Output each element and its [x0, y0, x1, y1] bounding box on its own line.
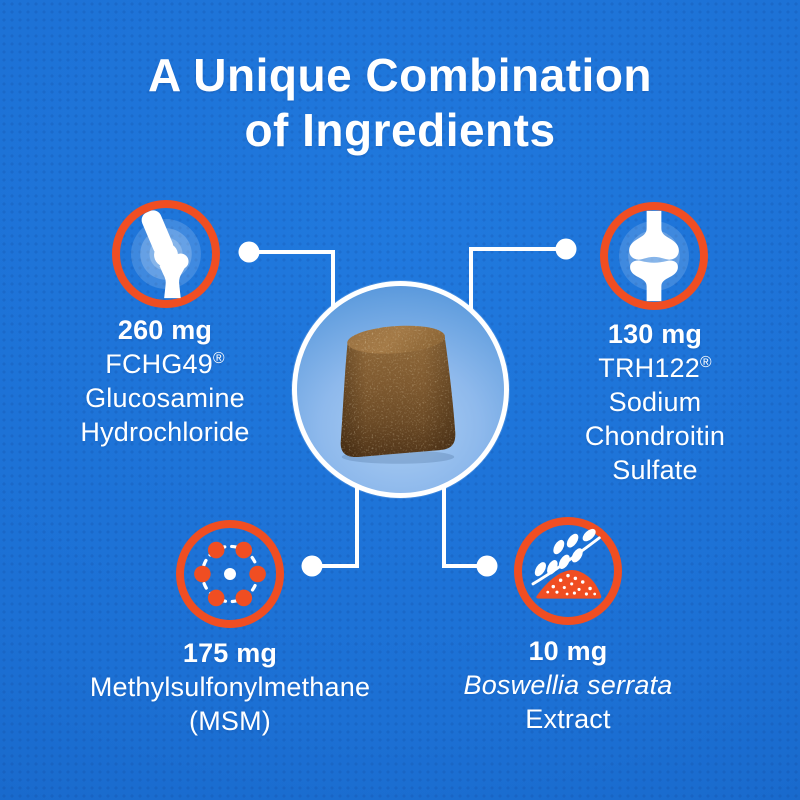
- knee-joint-angled-icon: [131, 210, 201, 299]
- glucosamine-name-line-1: Glucosamine: [85, 383, 245, 413]
- msm-name-line-2: (MSM): [189, 706, 271, 736]
- connector-dot-bottom-left: [301, 555, 323, 577]
- connector-top-right: [469, 247, 566, 312]
- boswellia-amount: 10 mg: [528, 636, 608, 666]
- msm-molecule-icon: [194, 541, 266, 607]
- boswellia-icon-ring: [514, 517, 622, 625]
- center-badge-circle: [292, 281, 509, 498]
- glucosamine-name-line-2: Hydrochloride: [80, 417, 250, 447]
- msm-caption: 175 mg Methylsulfonylmethane (MSM): [60, 636, 400, 738]
- boswellia-sprig-granules-icon: [531, 528, 602, 599]
- chondroitin-code: TRH122®: [598, 353, 712, 383]
- chew-image: [340, 322, 456, 464]
- boswellia-latin-name: Boswellia serrata: [463, 670, 673, 700]
- chondroitin-amount: 130 mg: [607, 319, 703, 349]
- connector-dot-bottom-right: [476, 555, 498, 577]
- connector-bottom-right: [442, 468, 487, 568]
- chondroitin-name-line-3: Sulfate: [612, 455, 698, 485]
- page-title: A Unique Combination of Ingredients: [0, 48, 800, 158]
- glucosamine-caption: 260 mg FCHG49® Glucosamine Hydrochloride: [15, 313, 315, 449]
- msm-name-line-1: Methylsulfonylmethane: [89, 672, 371, 702]
- registered-mark: ®: [700, 354, 712, 371]
- chondroitin-name-line-2: Chondroitin: [584, 421, 726, 451]
- connector-dot-top-right: [555, 238, 577, 260]
- chondroitin-name-line-1: Sodium: [608, 387, 702, 417]
- glucosamine-code: FCHG49®: [105, 349, 225, 379]
- connector-top-left: [249, 250, 335, 312]
- msm-amount: 175 mg: [182, 638, 278, 668]
- connector-bottom-left: [312, 468, 359, 568]
- title-line-1: A Unique Combination: [147, 49, 653, 101]
- connector-dot-top-left: [238, 241, 260, 263]
- registered-mark: ®: [212, 350, 225, 367]
- chondroitin-caption: 130 mg TRH122® Sodium Chondroitin Sulfat…: [505, 317, 800, 487]
- knee-joint-front-icon: [619, 210, 689, 302]
- boswellia-name-line-1: Extract: [525, 704, 611, 734]
- title-line-2: of Ingredients: [244, 104, 556, 156]
- chondroitin-icon-ring: [600, 202, 708, 310]
- glucosamine-icon-ring: [112, 200, 220, 308]
- glucosamine-amount: 260 mg: [117, 315, 213, 345]
- boswellia-caption: 10 mg Boswellia serrata Extract: [418, 634, 718, 736]
- msm-icon-ring: [176, 520, 284, 628]
